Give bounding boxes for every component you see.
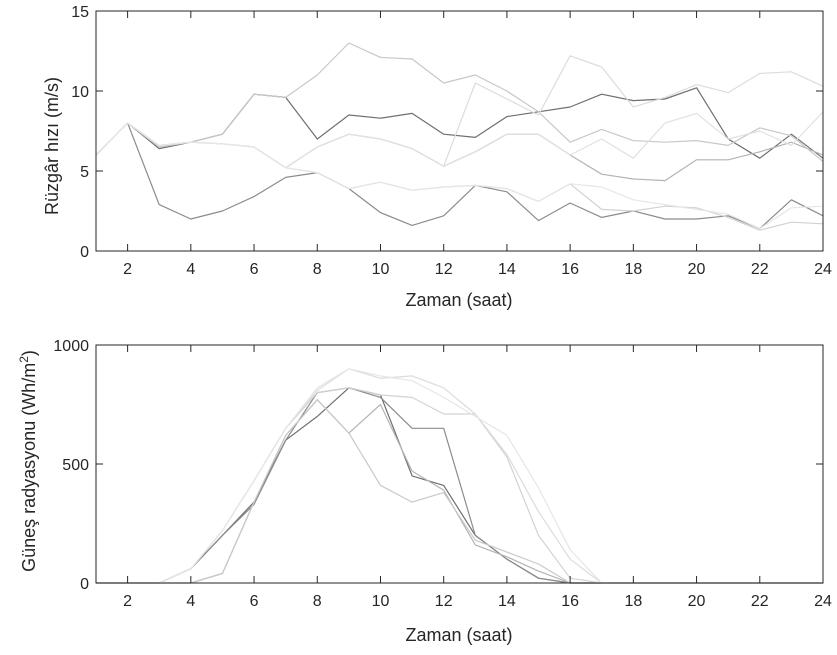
solar-x-tick-label: 10 — [372, 593, 390, 610]
solar-x-ticks: 2 4 6 8 10 12 14 16 18 20 22 24 — [123, 345, 832, 610]
solar-x-tick-label: 8 — [313, 593, 322, 610]
solar-x-tick-label: 18 — [624, 593, 642, 610]
solar-y-axis-label-main: Güneş radyasyonu (Wh/m — [19, 363, 39, 572]
wind-x-ticks: 2 4 6 8 10 12 14 16 18 20 22 24 — [123, 11, 832, 278]
solar-x-axis-label: Zaman (saat) — [405, 625, 512, 645]
wind-x-axis-label: Zaman (saat) — [405, 290, 512, 310]
solar-x-tick-label: 16 — [561, 593, 579, 610]
solar-y-axis-label: Güneş radyasyonu (Wh/m2) — [17, 350, 39, 572]
wind-x-tick-label: 22 — [751, 261, 769, 278]
wind-x-tick-label: 20 — [688, 261, 706, 278]
solar-x-tick-label: 22 — [751, 593, 769, 610]
solar-y-tick-label: 500 — [62, 457, 89, 474]
wind-x-tick-label: 2 — [123, 261, 132, 278]
solar-plot-background — [96, 345, 823, 583]
solar-y-axis-label-superscript: 2 — [17, 356, 31, 363]
solar-y-axis-label-tail: ) — [19, 350, 39, 356]
wind-axes-frame — [95, 10, 824, 252]
wind-plot-background — [96, 11, 823, 251]
solar-x-tick-label: 24 — [814, 593, 832, 610]
solar-y-tick-label: 1000 — [53, 338, 89, 355]
wind-y-axis-label: Rüzgâr hızı (m/s) — [42, 77, 62, 215]
wind-y-tick-label: 15 — [71, 4, 89, 21]
wind-series-group — [95, 42, 824, 231]
wind-x-tick-label: 6 — [250, 261, 259, 278]
solar-x-tick-label: 6 — [250, 593, 259, 610]
wind-x-tick-label: 8 — [313, 261, 322, 278]
wind-x-tick-label: 16 — [561, 261, 579, 278]
solar-y-ticks: 0 500 1000 — [53, 338, 823, 593]
wind-x-tick-label: 18 — [624, 261, 642, 278]
solar-x-tick-label: 4 — [186, 593, 195, 610]
wind-y-ticks: 0 5 10 15 — [71, 4, 823, 261]
solar-x-tick-label: 2 — [123, 593, 132, 610]
solar-x-tick-label: 20 — [688, 593, 706, 610]
wind-y-tick-label: 5 — [80, 164, 89, 181]
solar-y-tick-label: 0 — [80, 576, 89, 593]
wind-series-line-4 — [95, 42, 824, 162]
solar-x-tick-label: 12 — [435, 593, 453, 610]
wind-x-tick-label: 12 — [435, 261, 453, 278]
wind-series-line-8 — [95, 122, 824, 230]
wind-y-tick-label: 10 — [71, 84, 89, 101]
wind-x-tick-label: 4 — [186, 261, 195, 278]
wind-x-tick-label: 24 — [814, 261, 832, 278]
wind-y-tick-label: 0 — [80, 244, 89, 261]
solar-x-tick-label: 14 — [498, 593, 516, 610]
wind-x-tick-label: 10 — [372, 261, 390, 278]
wind-x-tick-label: 14 — [498, 261, 516, 278]
wind-series-line-2 — [95, 122, 824, 230]
